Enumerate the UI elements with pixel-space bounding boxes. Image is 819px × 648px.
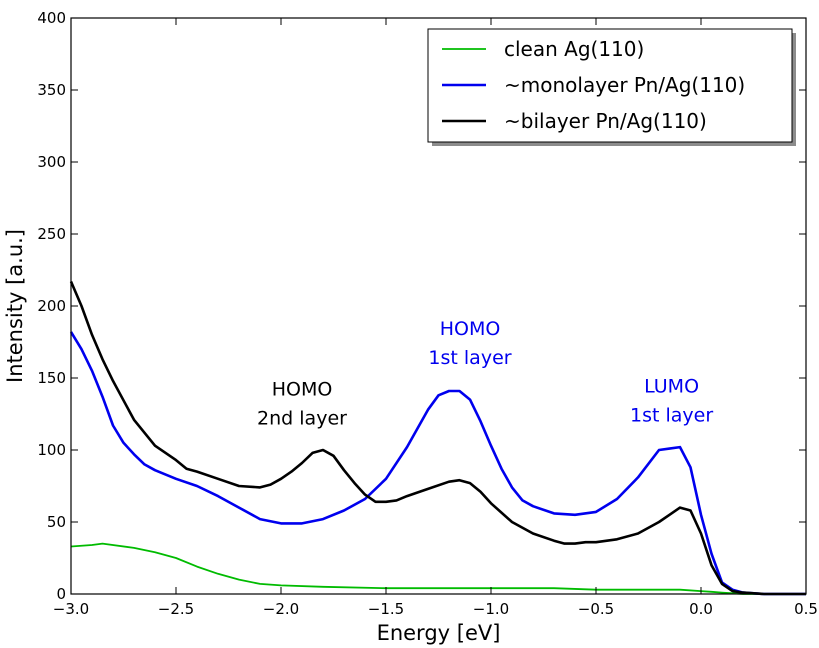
x-tick-label: −0.5 [578,600,614,618]
y-tick-label: 0 [56,585,66,603]
x-tick-label: 0.0 [689,600,713,618]
annotation-line: 2nd layer [257,407,347,429]
annotations: HOMO 2nd layer HOMO 1st layer LUMO 1st layer [257,318,713,429]
annotation-line: HOMO [272,378,333,400]
legend-label-0: clean Ag(110) [504,37,644,61]
series-layer [69,280,806,596]
annotation-0: HOMO 2nd layer [257,378,347,429]
legend-label-1: ~monolayer Pn/Ag(110) [504,73,745,97]
annotation-line: 1st layer [428,347,511,369]
y-tick-label: 150 [37,369,66,387]
legend: clean Ag(110) ~monolayer Pn/Ag(110) ~bilay… [427,28,796,146]
series-line-0 [70,542,806,595]
x-tick-label: −1.0 [473,600,509,618]
x-tick-label: −2.5 [158,600,194,618]
series-line-2 [69,280,806,596]
y-tick-label: 300 [37,153,66,171]
y-tick-label: 350 [37,81,66,99]
x-axis-title: Energy [eV] [377,621,501,645]
y-tick-label: 400 [37,9,66,27]
axis-ticks: −3.0 −2.5 −2.0 −1.5 −1.0 −0.5 0.0 0.5 0 50 100 150 2… [37,9,818,618]
x-tick-label: −2.0 [263,600,299,618]
legend-entries: clean Ag(110) ~monolayer Pn/Ag(110) ~bilay… [442,37,745,133]
y-axis-title: Intensity [a.u.] [3,229,27,383]
annotation-line: 1st layer [630,404,713,426]
annotation-line: HOMO [440,318,501,340]
series-line-1 [69,331,806,596]
annotation-line: LUMO [644,375,699,397]
legend-box [427,28,793,143]
y-tick-label: 50 [47,513,66,531]
y-tick-label: 100 [37,441,66,459]
x-tick-label: −1.5 [368,600,404,618]
x-tick-label: 0.5 [794,600,818,618]
x-tick-label: −3.0 [53,600,89,618]
legend-label-2: ~bilayer Pn/Ag(110) [504,109,707,133]
annotation-1: HOMO 1st layer [428,318,511,369]
y-tick-label: 200 [37,297,66,315]
y-tick-label: 250 [37,225,66,243]
annotation-2: LUMO 1st layer [630,375,713,426]
